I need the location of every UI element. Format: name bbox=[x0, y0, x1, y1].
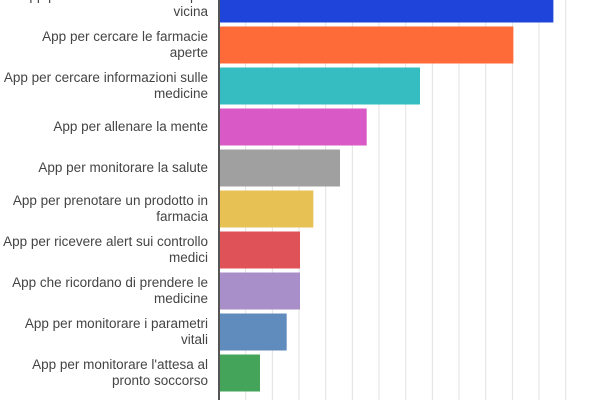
category-label: App per allenare la mente bbox=[53, 119, 208, 134]
category-label: App per monitorare i parametri vitali bbox=[24, 316, 208, 347]
bar bbox=[220, 108, 367, 146]
category-label: App per monitorare l'attesa al pronto so… bbox=[32, 357, 208, 388]
bar bbox=[220, 190, 314, 228]
category-label: App per cercare le farmacie aperte bbox=[42, 29, 208, 60]
bar bbox=[220, 149, 341, 187]
category-label: App per monitorare la salute bbox=[38, 160, 208, 175]
category-label: App per ricevere alert sui controllo med… bbox=[3, 234, 208, 265]
bar bbox=[220, 272, 301, 310]
category-label: App per prenotare un prodotto in farmaci… bbox=[12, 193, 208, 224]
category-label: App per cercare la farmacia più vicina bbox=[20, 0, 208, 19]
category-label: App per cercare informazioni sulle medic… bbox=[3, 70, 208, 101]
bar bbox=[220, 0, 554, 23]
category-label: App che ricordano di prendere le medicin… bbox=[12, 275, 208, 306]
bar bbox=[220, 26, 514, 64]
bar bbox=[220, 354, 261, 392]
bar bbox=[220, 231, 301, 269]
bar bbox=[220, 67, 421, 105]
bar bbox=[220, 313, 287, 351]
